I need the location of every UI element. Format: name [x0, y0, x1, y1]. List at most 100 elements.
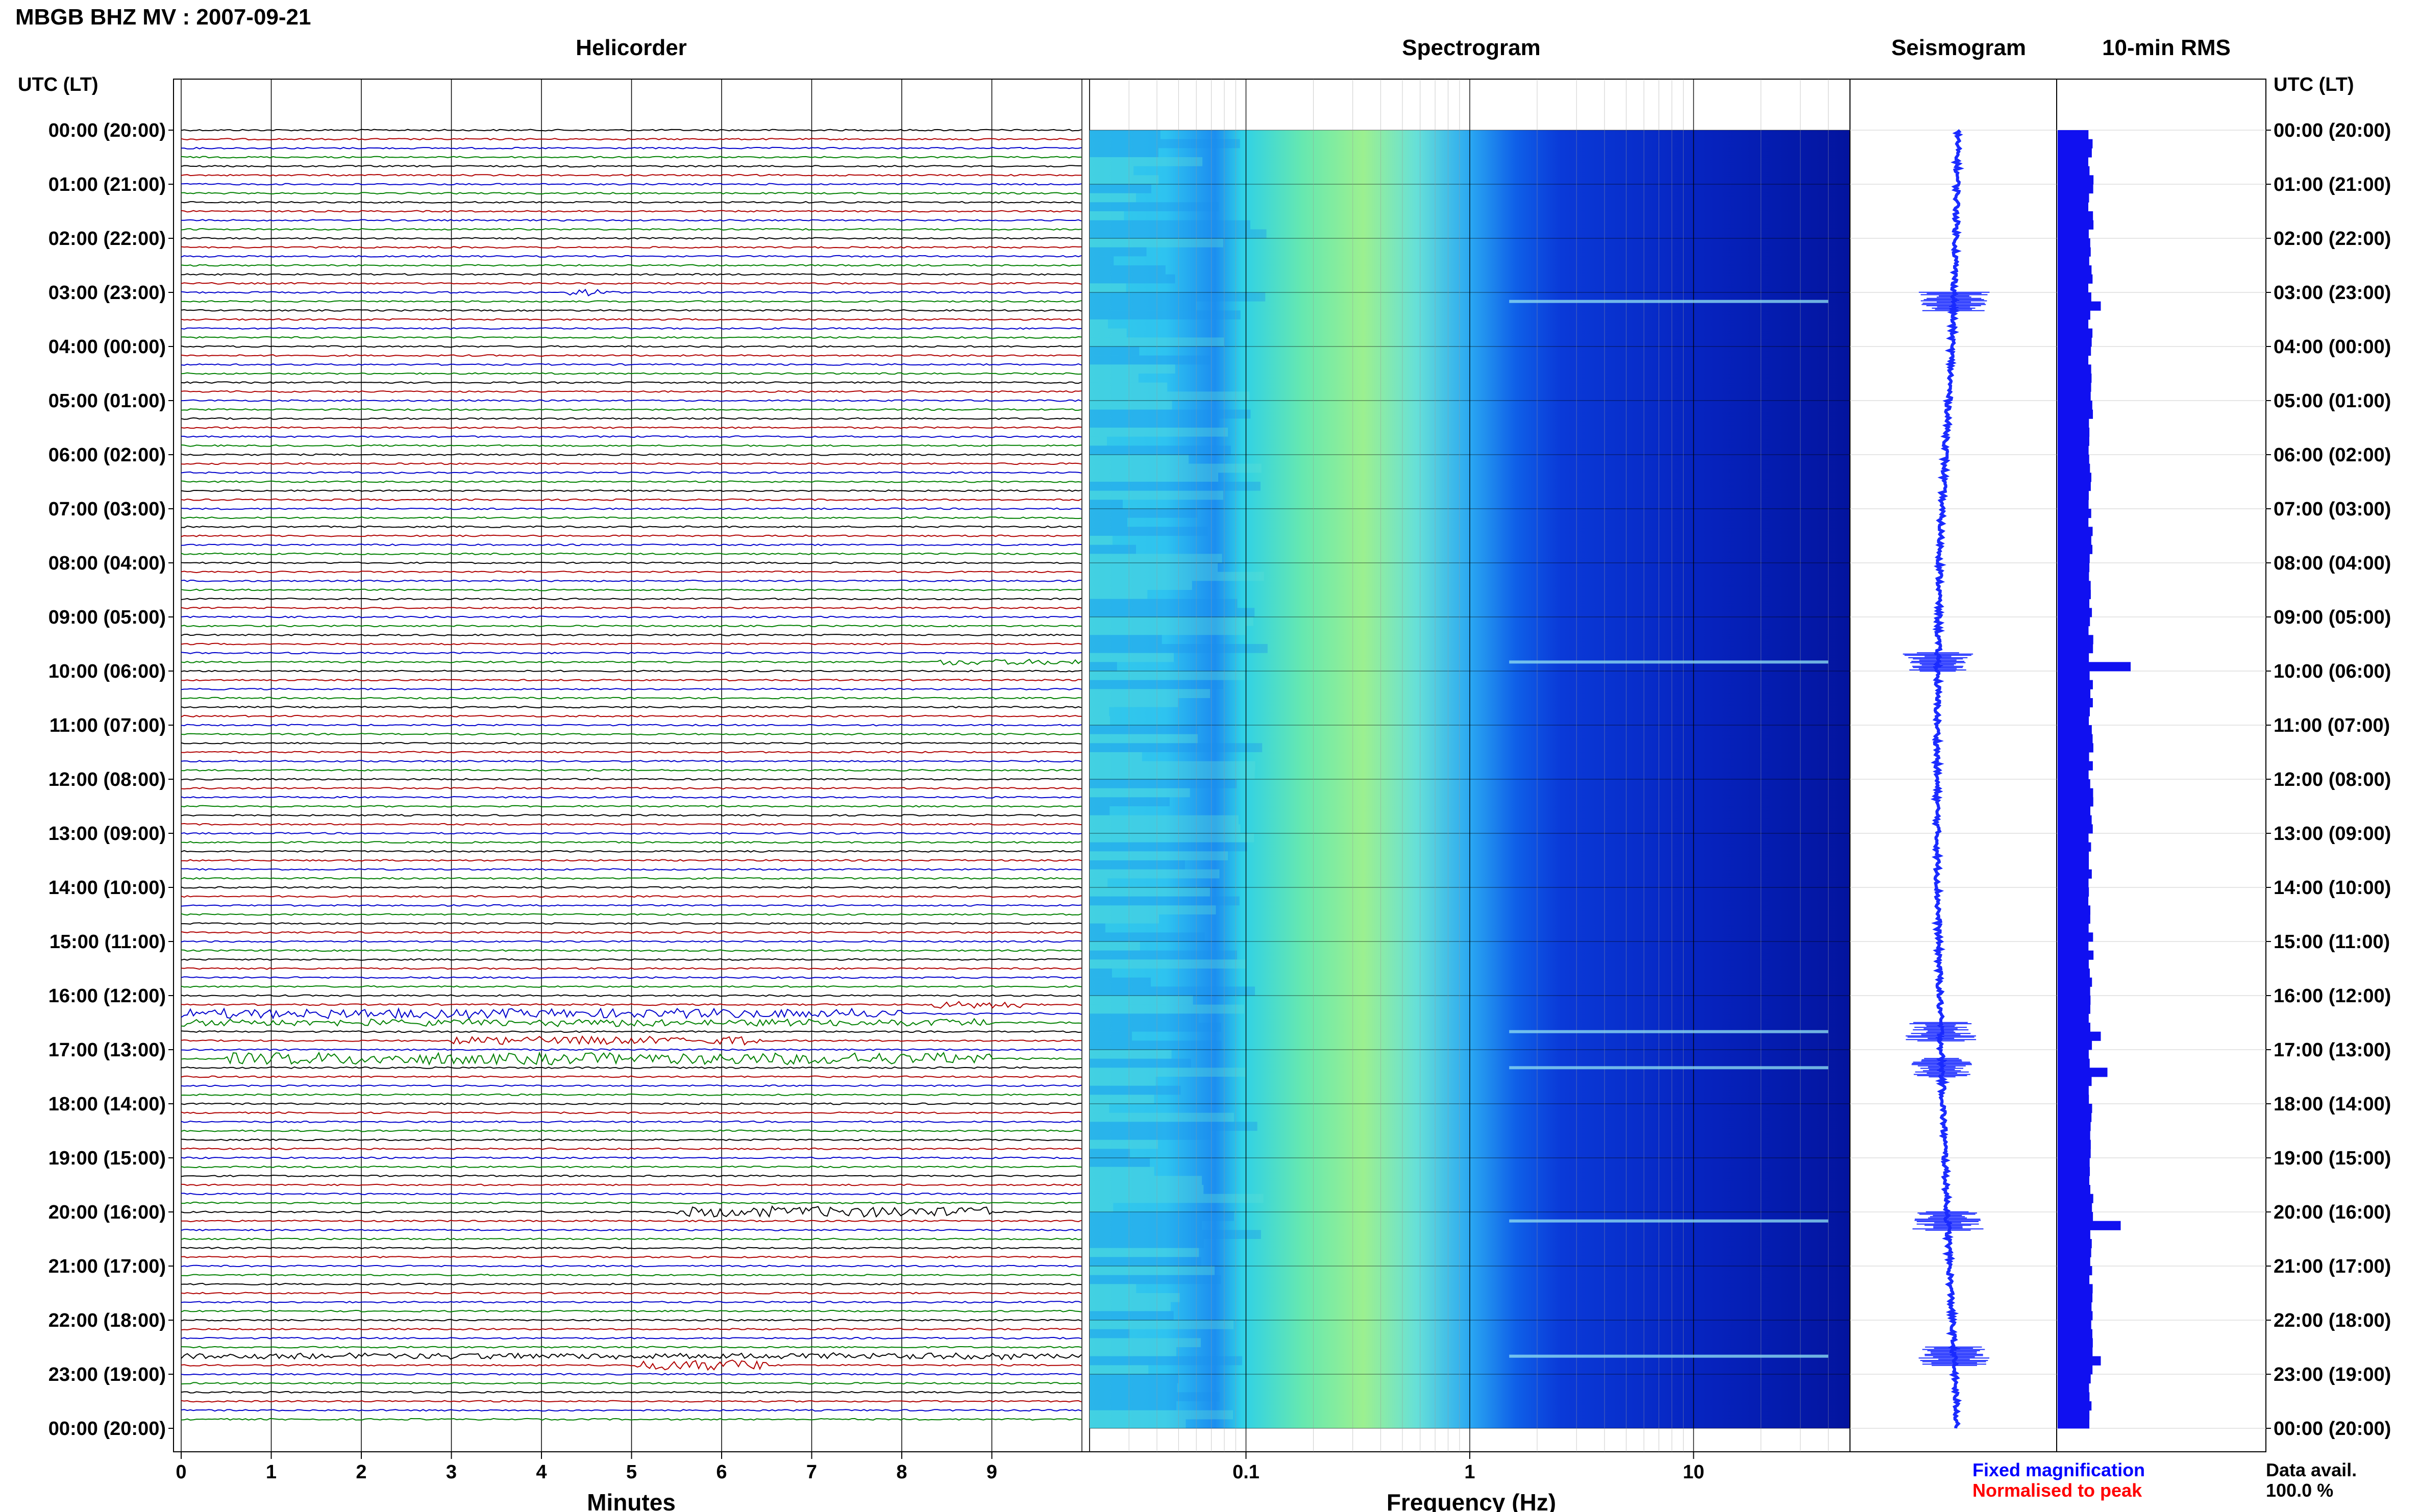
- rms-bar: [2058, 1221, 2121, 1230]
- rms-bar: [2058, 1230, 2090, 1240]
- helicorder-trace: [181, 679, 1082, 682]
- helicorder-trace: [181, 146, 1082, 150]
- x-axes: 0 1 2 3 4 5 6 7 8 9 0.1 1 10: [176, 1452, 1705, 1483]
- time-label-left: 23:00 (19:00): [48, 1364, 166, 1385]
- spectrogram-striation: [1090, 202, 1219, 211]
- helicorder-trace: [181, 525, 1082, 528]
- spectrogram-striation: [1090, 1176, 1202, 1185]
- helicorder-trace: [181, 210, 1082, 213]
- rms-bar: [2058, 1004, 2090, 1014]
- minutes-tick-label: 7: [806, 1461, 817, 1483]
- time-label-left: 20:00 (16:00): [48, 1202, 166, 1223]
- spectrogram-striation: [1090, 977, 1151, 987]
- spectrogram-striation: [1090, 653, 1174, 662]
- rms-bar: [2058, 599, 2090, 608]
- rms-bar: [2058, 428, 2090, 437]
- rms-bar: [2058, 761, 2093, 771]
- helicorder-trace: [181, 192, 1082, 195]
- spectrogram-striation: [1090, 193, 1136, 203]
- helicorder-trace: [181, 138, 1082, 141]
- rms-bar: [2058, 1311, 2093, 1321]
- helicorder-trace: [181, 300, 1082, 303]
- rms-bar: [2058, 382, 2091, 392]
- time-label-right: 00:00 (20:00): [2274, 120, 2391, 141]
- helicorder-trace: [181, 1336, 1082, 1340]
- spectrogram-striation: [1090, 455, 1189, 464]
- seismogram-transient: [1906, 1022, 1977, 1042]
- rms-bar: [2058, 193, 2089, 203]
- helicorder-trace: [181, 1111, 1082, 1114]
- frequency-tick-label: 1: [1464, 1461, 1475, 1483]
- rms-bar: [2058, 1239, 2092, 1249]
- rms-bar: [2058, 328, 2093, 338]
- spectrogram-striation: [1090, 626, 1246, 635]
- spectrogram-striation: [1090, 1230, 1261, 1239]
- spectrogram-striation: [1090, 806, 1110, 815]
- spectrogram-striation: [1090, 770, 1255, 779]
- rms-bar: [2058, 346, 2091, 356]
- frequency-tick-label: 10: [1683, 1461, 1704, 1483]
- time-label-left: 19:00 (15:00): [48, 1148, 166, 1169]
- spectrogram-striation: [1090, 833, 1254, 842]
- rms-bar: [2058, 319, 2089, 329]
- rms-bar: [2058, 509, 2091, 518]
- rms-bar: [2058, 355, 2089, 365]
- rms-bar: [2058, 725, 2092, 735]
- time-label-left: 16:00 (12:00): [48, 985, 166, 1007]
- spectrogram-striation: [1090, 1149, 1130, 1158]
- helicorder-trace: [181, 264, 1081, 267]
- spectrogram-striation: [1090, 238, 1223, 247]
- rms-bar: [2058, 1068, 2108, 1077]
- spectrogram-striation: [1090, 671, 1245, 680]
- rms-bar: [2058, 590, 2091, 600]
- rms-bar: [2058, 1257, 2090, 1267]
- spectrogram-striation: [1090, 1122, 1257, 1131]
- helicorder-trace: [181, 1075, 1082, 1078]
- legend-fixed-magnification: Fixed magnification: [1972, 1459, 2145, 1480]
- seismogram-transient: [1918, 1346, 1990, 1366]
- time-label-right: 13:00 (09:00): [2274, 823, 2391, 845]
- spectrogram-striation: [1090, 878, 1108, 887]
- spectrogram-striation: [1090, 355, 1211, 365]
- spectrogram-striation: [1090, 473, 1219, 482]
- rms-bar: [2058, 662, 2131, 672]
- rms-bar: [2058, 617, 2090, 627]
- helicorder-trace: [181, 687, 1082, 690]
- helicorder-trace: [181, 658, 1082, 665]
- helicorder-trace: [181, 1409, 1082, 1412]
- helicorder-trace: [181, 282, 1082, 285]
- helicorder-trace: [181, 1174, 1082, 1177]
- helicorder-trace: [181, 1084, 1082, 1087]
- rms-bar: [2058, 941, 2089, 951]
- spectrogram-striation: [1090, 1239, 1204, 1248]
- helicorder-trace: [181, 336, 1082, 339]
- helicorder-trace: [181, 426, 1082, 429]
- spectrogram-striation: [1090, 391, 1250, 401]
- rms-bar: [2058, 996, 2091, 1005]
- helicorder-trace: [181, 1228, 1082, 1231]
- rms-bar: [2058, 1338, 2093, 1348]
- helicorder-trace: [181, 985, 1082, 988]
- rms-bar: [2058, 1419, 2090, 1429]
- helicorder-trace: [181, 318, 1082, 321]
- minutes-axis-label: Minutes: [587, 1489, 676, 1512]
- rms-bar: [2058, 1194, 2093, 1203]
- data-availability-label: Data avail.: [2266, 1459, 2357, 1480]
- rms-bar: [2058, 1013, 2089, 1023]
- minutes-tick-label: 1: [266, 1461, 277, 1483]
- spectrogram-striation: [1090, 563, 1218, 572]
- spectrogram-panel: [1089, 79, 1850, 1452]
- spectrogram-striation: [1090, 1139, 1158, 1149]
- spectrogram-striation: [1090, 274, 1175, 284]
- rms-bar: [2058, 689, 2091, 699]
- rms-bar: [2058, 1167, 2090, 1176]
- helicorder-trace: [181, 633, 1082, 636]
- spectrogram-striation: [1090, 1212, 1234, 1221]
- helicorder-trace: [181, 381, 1082, 384]
- spectrogram-striation: [1090, 698, 1178, 707]
- spectrogram-striation: [1090, 590, 1148, 599]
- helicorder-trace: [181, 354, 1082, 357]
- seismogram-panel: [1849, 79, 2057, 1452]
- helicorder-trace: [181, 733, 1082, 736]
- rms-bar: [2058, 1329, 2092, 1339]
